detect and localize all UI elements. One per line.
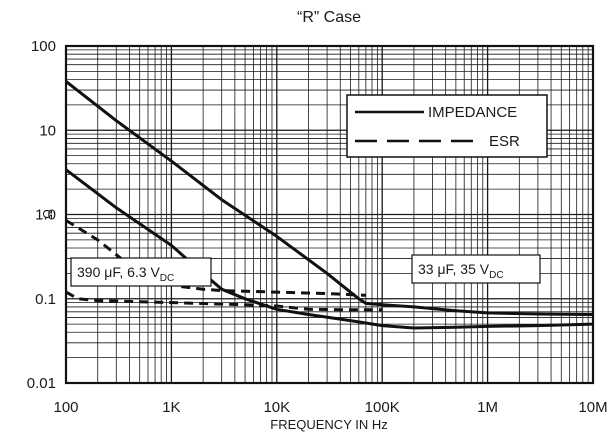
annotation-33uf-text: 33 μF, 35 VDC [418, 261, 504, 281]
series-impedance-1 [65, 168, 594, 330]
annotation-390uf-box [70, 257, 212, 287]
y-tick-label: 10 [39, 122, 56, 139]
plot-frame [64, 44, 595, 385]
x-tick-label: 100 [53, 399, 78, 416]
x-tick-label: 10K [263, 399, 290, 416]
y-tick-label: 100 [31, 38, 56, 55]
x-tick-label: 100K [365, 399, 400, 416]
legend-esr-label: ESR [489, 133, 520, 150]
annotation-390uf-text: 390 μF, 6.3 VDC [77, 264, 174, 284]
series-esr-2 [65, 219, 366, 297]
series-impedance-0 [65, 80, 594, 316]
y-axis-label: Ω [40, 209, 55, 219]
y-tick-label: 1.0 [35, 207, 56, 224]
annotation-33uf-box [411, 254, 541, 284]
annotation-33uf: 33 μF, 35 VDC [411, 254, 541, 284]
legend-impedance-label: IMPEDANCE [428, 104, 517, 121]
tick-labels: 100 1K 10K 100K 1M 10M 100 10 1.0 0.1 0.01 [27, 38, 608, 416]
x-axis-label: FREQUENCY IN Hz [270, 417, 388, 432]
series-group [65, 80, 594, 330]
x-tick-label: 1K [162, 399, 180, 416]
x-tick-label: 1M [477, 399, 498, 416]
x-tick-label: 10M [578, 399, 607, 416]
y-tick-label: 0.01 [27, 375, 56, 392]
chart-title: “R” Case [297, 9, 361, 26]
series-esr-3 [65, 290, 383, 312]
legend: IMPEDANCE ESR [346, 94, 548, 158]
legend-box [346, 94, 548, 158]
annotation-390uf: 390 μF, 6.3 VDC [70, 257, 212, 287]
y-tick-label: 0.1 [35, 291, 56, 308]
